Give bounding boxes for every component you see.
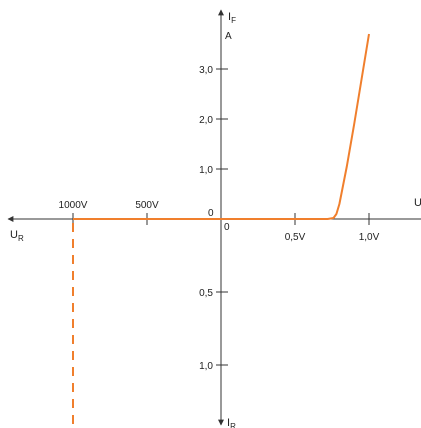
origin-label-upper: 0 [208,208,214,219]
reverse-voltage-tick-label: 500V [135,200,159,211]
reverse-voltage-tick-label: 1000V [59,200,88,211]
forward-voltage-axis-label: UF [414,197,421,211]
forward-current-tick-label: 2,0 [199,115,213,126]
forward-voltage-tick-label: 0,5V [285,232,306,243]
forward-current-tick-label: 1,0 [199,165,213,176]
reverse-voltage-axis-label: UR [10,229,24,243]
forward-current-axis-label: IF [228,11,236,25]
reverse-current-tick-label: 0,5 [199,288,213,299]
forward-characteristic-curve [221,33,370,220]
origin-label-lower: 0 [224,222,230,233]
axis-tick-labels: 0,5V 1,0V 500V 1000V 1,0 2,0 3,0 0,5 1,0 [59,65,380,372]
forward-current-tick-label: 3,0 [199,65,213,76]
reverse-current-tick-label: 1,0 [199,361,213,372]
reverse-current-axis-label: IR [227,417,236,428]
forward-current-unit: A [225,31,232,42]
forward-voltage-tick-label: 1,0V [359,232,380,243]
